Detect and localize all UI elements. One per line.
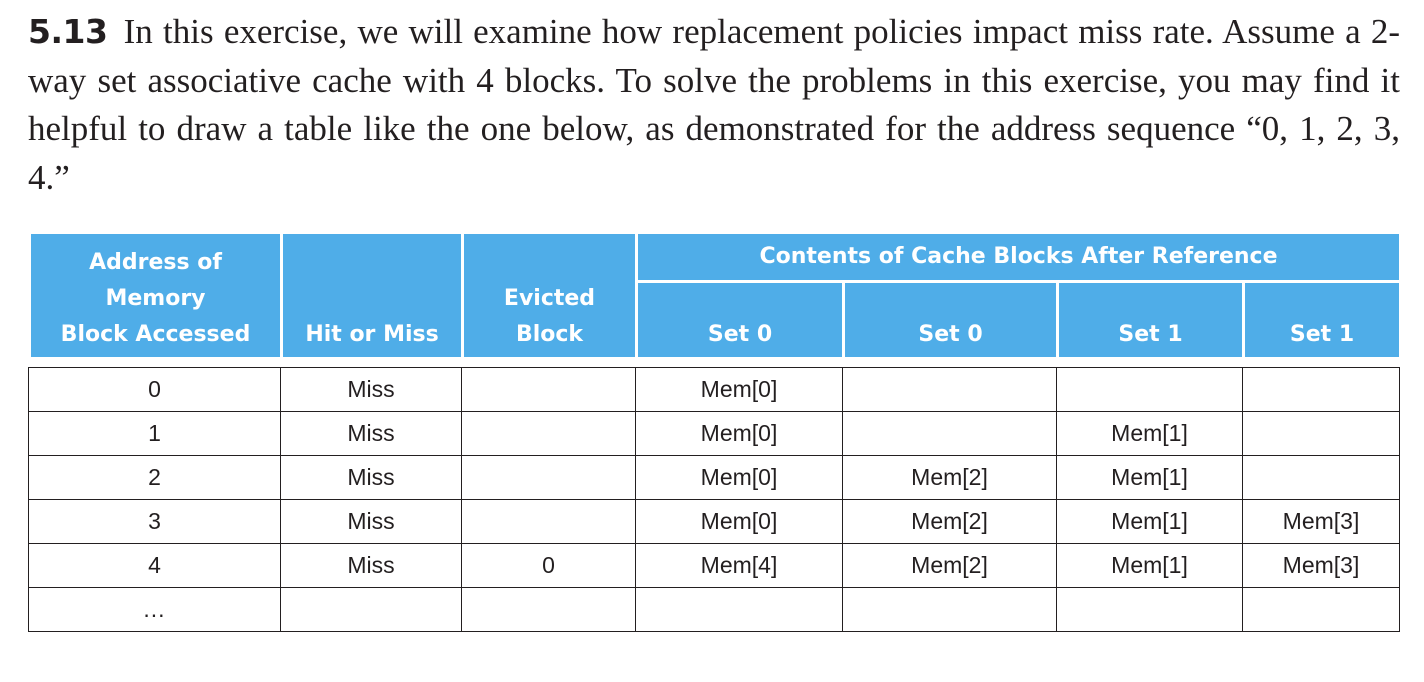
table-row: 3 Miss Mem[0] Mem[2] Mem[1] Mem[3]: [28, 499, 1400, 544]
cell-set1-block: Mem[3]: [1242, 543, 1400, 588]
cell-evicted-block: [461, 499, 636, 544]
cell-evicted-block: [461, 411, 636, 456]
cell-set1-block: [1242, 587, 1400, 632]
cell-set1-block: Mem[1]: [1056, 411, 1243, 456]
cell-set1-block: Mem[1]: [1056, 499, 1243, 544]
cell-address: 2: [28, 455, 281, 500]
header-hit-or-miss: Hit or Miss: [280, 231, 464, 360]
cell-address: 3: [28, 499, 281, 544]
problem-number: 5.13: [28, 12, 108, 51]
cell-set0-block: Mem[0]: [635, 367, 843, 412]
cell-evicted-block: 0: [461, 543, 636, 588]
cell-set0-block: [842, 587, 1057, 632]
cell-set0-block: [842, 367, 1057, 412]
cell-set0-block: Mem[0]: [635, 411, 843, 456]
cell-hit-or-miss: Miss: [280, 499, 462, 544]
cell-address: 1: [28, 411, 281, 456]
header-contents-of-cache-blocks: Contents of Cache Blocks After Reference: [635, 231, 1402, 283]
cell-set1-block: [1242, 367, 1400, 412]
cell-evicted-block: [461, 455, 636, 500]
header-set-column: Set 0: [842, 280, 1059, 360]
cell-set0-block: Mem[2]: [842, 499, 1057, 544]
cell-address-ellipsis: ...: [28, 587, 281, 632]
cell-set0-block: Mem[4]: [635, 543, 843, 588]
cell-set1-block: Mem[1]: [1056, 543, 1243, 588]
cell-set0-block: [842, 411, 1057, 456]
cell-set0-block: Mem[2]: [842, 543, 1057, 588]
header-evicted-block: Evicted Block: [461, 231, 638, 360]
cell-hit-or-miss: [280, 587, 462, 632]
table-row: 4 Miss 0 Mem[4] Mem[2] Mem[1] Mem[3]: [28, 543, 1400, 588]
problem-text: In this exercise, we will examine how re…: [28, 12, 1401, 197]
cell-set1-block: Mem[1]: [1056, 455, 1243, 500]
cell-address: 4: [28, 543, 281, 588]
cell-set1-block: [1056, 587, 1243, 632]
cell-hit-or-miss: Miss: [280, 411, 462, 456]
header-address-of-memory-block-accessed: Address of Memory Block Accessed: [28, 231, 283, 360]
cell-evicted-block: [461, 367, 636, 412]
cell-hit-or-miss: Miss: [280, 543, 462, 588]
header-set-column: Set 1: [1056, 280, 1245, 360]
header-set-column: Set 1: [1242, 280, 1402, 360]
cell-set1-block: [1242, 411, 1400, 456]
cache-table-header: Address of Memory Block Accessed Hit or …: [28, 231, 1402, 360]
header-set-column: Set 0: [635, 280, 845, 360]
table-row: 1 Miss Mem[0] Mem[1]: [28, 411, 1400, 456]
cell-set0-block: Mem[0]: [635, 455, 843, 500]
cell-set0-block: Mem[0]: [635, 499, 843, 544]
cell-set0-block: Mem[2]: [842, 455, 1057, 500]
cell-hit-or-miss: Miss: [280, 455, 462, 500]
table-row: 0 Miss Mem[0]: [28, 367, 1400, 412]
cell-evicted-block: [461, 587, 636, 632]
cache-table-body: 0 Miss Mem[0] 1 Miss Mem[0] Mem[1] 2 Mis…: [28, 367, 1400, 632]
table-row: ...: [28, 587, 1400, 632]
cell-set1-block: [1242, 455, 1400, 500]
cell-address: 0: [28, 367, 281, 412]
problem-statement: 5.13 In this exercise, we will examine h…: [28, 8, 1400, 202]
cell-set1-block: [1056, 367, 1243, 412]
table-row: 2 Miss Mem[0] Mem[2] Mem[1]: [28, 455, 1400, 500]
cell-hit-or-miss: Miss: [280, 367, 462, 412]
cell-set0-block: [635, 587, 843, 632]
cell-set1-block: Mem[3]: [1242, 499, 1400, 544]
